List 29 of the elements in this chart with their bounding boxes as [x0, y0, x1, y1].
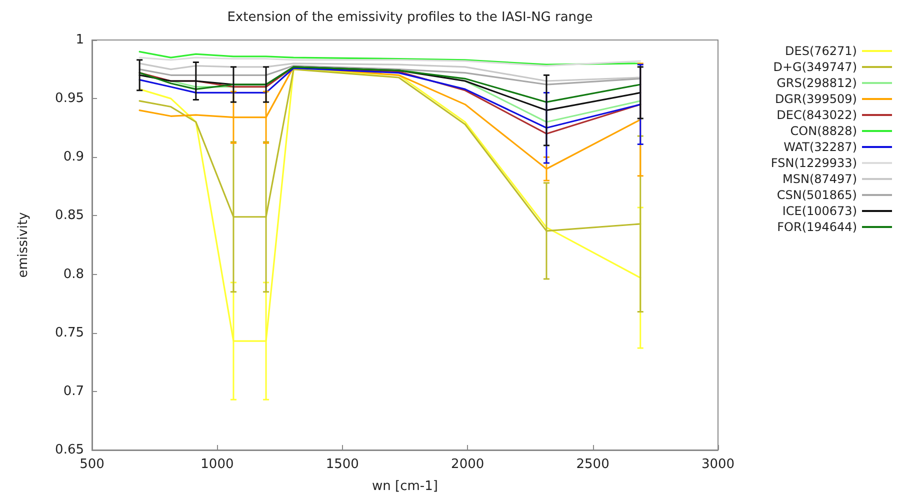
legend-label: CSN(501865) — [776, 188, 857, 202]
x-tick-label: 500 — [80, 457, 104, 472]
x-tick-label: 3000 — [701, 457, 735, 472]
y-tick-label: 0.7 — [63, 384, 84, 399]
x-tick-label: 2500 — [576, 457, 610, 472]
x-tick-label: 2000 — [451, 457, 484, 472]
legend-label: CON(8828) — [790, 124, 857, 138]
legend-label: WAT(32287) — [784, 140, 857, 154]
legend-label: DES(76271) — [785, 44, 857, 58]
chart-title: Extension of the emissivity profiles to the IASI-NG range — [227, 10, 593, 25]
y-tick-label: 0.8 — [63, 266, 84, 282]
y-tick-label: 0.85 — [55, 208, 84, 224]
legend-label: GRS(298812) — [776, 76, 857, 90]
x-axis-title: wn [cm-1] — [372, 479, 438, 494]
legend-label: D+G(349747) — [773, 60, 857, 74]
y-tick-label: 0.9 — [63, 150, 84, 165]
x-tick-label: 1000 — [200, 457, 234, 472]
legend-label: DGR(399509) — [774, 92, 857, 106]
y-tick-label: 0.75 — [55, 325, 84, 340]
y-axis-title: emissivity — [16, 212, 31, 278]
x-tick-label: 1500 — [326, 457, 359, 472]
legend-label: MSN(87497) — [782, 172, 857, 186]
y-tick-label: 0.95 — [55, 91, 84, 106]
y-tick-label: 0.65 — [55, 442, 84, 458]
y-tick-label: 1 — [76, 32, 84, 48]
legend-label: ICE(100673) — [782, 204, 857, 218]
legend-label: FSN(1229933) — [770, 156, 857, 170]
legend-label: FOR(194644) — [777, 220, 857, 234]
legend-label: DEC(843022) — [776, 108, 857, 122]
